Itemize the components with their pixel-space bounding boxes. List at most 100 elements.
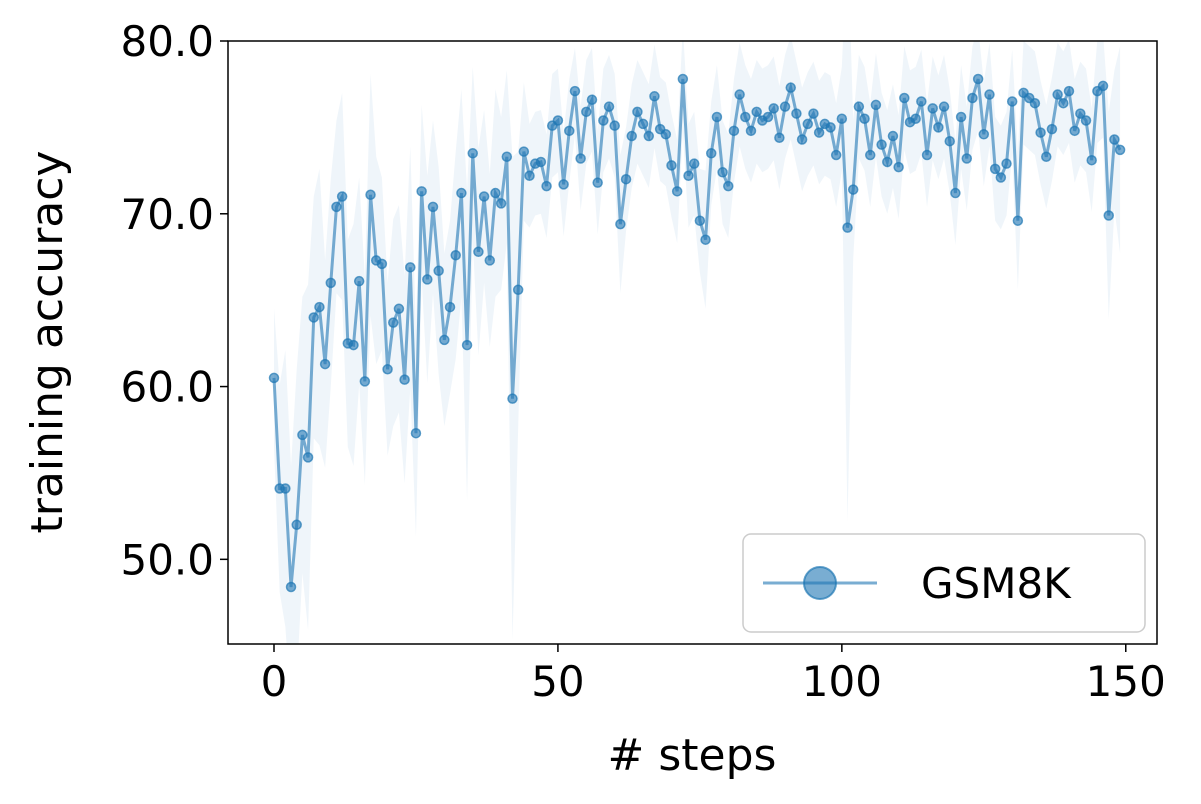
data-point [609,120,620,131]
data-point [501,151,513,163]
data-point [717,167,728,178]
data-point [1063,85,1075,97]
data-point [995,172,1007,183]
y-tick-label: 70.0 [120,190,214,239]
data-point [978,129,990,140]
data-point [666,160,677,171]
data-point [433,265,444,277]
data-point [280,483,291,494]
data-point [842,222,853,233]
data-point [285,581,297,593]
data-point [916,96,927,107]
data-point [308,312,319,323]
data-point [558,179,569,190]
data-point [660,129,672,140]
legend-label: GSM8K [921,559,1072,608]
data-point [671,186,683,197]
data-point [859,113,870,125]
data-point [785,82,796,93]
data-point [711,111,723,123]
data-point [944,135,955,147]
data-point [796,134,808,145]
data-point [700,234,711,245]
data-point [450,249,461,261]
data-point [1080,115,1092,126]
data-point [853,101,865,112]
data-point [779,101,791,112]
axes-frame [227,40,1158,645]
data-point [592,177,603,188]
data-point [961,153,973,164]
x-tick-label: 100 [802,657,882,706]
data-point [291,519,302,531]
data-point [512,284,524,296]
data-point [495,198,507,209]
plot-area [268,41,1126,644]
data-point [910,113,921,125]
data-point [376,258,388,270]
data-point [393,303,405,315]
legend-box [742,533,1146,633]
data-point [899,92,910,104]
x-tick-label: 150 [1086,657,1166,706]
data-point [830,149,842,161]
data-point [484,255,496,266]
data-point [348,339,359,351]
data-point [632,106,643,118]
data-point [734,89,745,100]
data-point [989,163,1001,175]
data-point [1041,151,1052,163]
data-point [410,427,422,439]
data-point [694,215,706,226]
data-point [422,274,433,285]
data-point [569,85,581,97]
data-point [359,376,371,387]
data-point [933,122,944,133]
data-point [581,106,592,118]
legend-marker [803,566,837,600]
data-point [467,148,478,159]
data-point [1109,134,1120,145]
data-point [950,187,961,199]
data-point [620,173,632,185]
data-point [507,393,518,404]
data-point [745,125,757,137]
data-point [331,201,342,213]
data-point [1029,97,1041,109]
data-point [399,374,410,385]
data-point [972,73,984,85]
data-point [314,301,325,313]
data-point [649,91,660,102]
data-point [615,218,626,230]
data-point [575,153,586,164]
data-point [774,132,785,144]
data-point [955,111,967,123]
data-point [405,262,416,273]
data-point [319,358,331,370]
data-point [705,148,717,159]
data-point [876,139,887,150]
data-point [836,113,848,125]
data-point [1086,154,1097,166]
data-point [825,122,836,133]
data-point [1103,210,1114,221]
data-point [439,334,450,346]
data-point [1035,127,1046,138]
data-point [603,101,615,112]
data-point [387,317,399,328]
data-point [1069,125,1080,137]
data-point [598,115,609,126]
data-point [938,101,950,112]
data-point [564,125,575,137]
data-point [740,111,751,123]
data-point [382,364,393,375]
y-axis-label: training accuracy [22,151,73,534]
data-point [688,158,700,169]
data-point [751,106,762,118]
data-point [302,452,314,463]
data-point [268,372,280,384]
data-point [336,191,348,202]
data-point [473,246,484,258]
data-point [478,191,490,202]
